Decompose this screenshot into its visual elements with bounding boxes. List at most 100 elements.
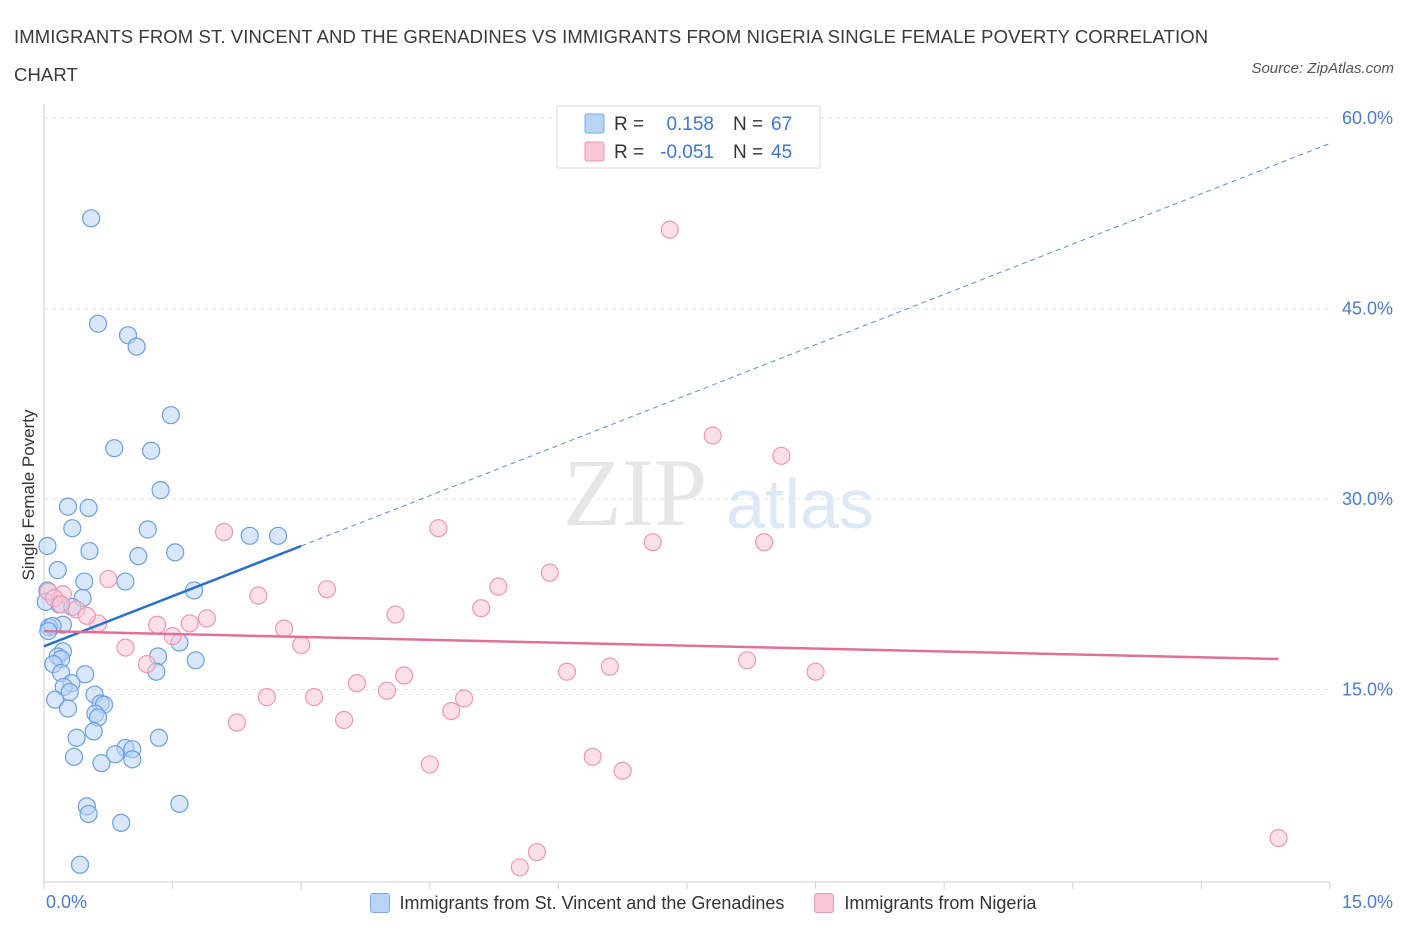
point-series-a — [75, 572, 94, 591]
legend-swatch-b — [814, 893, 835, 913]
x-tick-labels: 0.0% 15.0% — [46, 892, 1393, 912]
watermark-zip: ZIP — [563, 439, 707, 546]
trend-lines — [43, 142, 1331, 661]
legend-swatch-a — [369, 893, 390, 913]
point-series-b — [214, 522, 234, 542]
point-series-a — [129, 547, 148, 566]
axes — [43, 104, 1331, 889]
point-series-a — [138, 520, 157, 539]
point-series-b — [1269, 828, 1288, 848]
y-tick-label: 30.0% — [1342, 489, 1393, 509]
point-series-b — [703, 426, 722, 445]
y-tick-label: 15.0% — [1342, 680, 1393, 700]
trend-line-series-a — [43, 544, 302, 648]
stats-r-value-b: -0.051 — [660, 142, 714, 163]
point-series-b — [527, 842, 547, 862]
point-series-b — [510, 858, 529, 877]
point-series-a — [268, 526, 288, 545]
point-series-b — [394, 666, 414, 685]
legend-label-a: Immigrants from St. Vincent and the Gren… — [399, 892, 785, 913]
point-series-a — [79, 804, 98, 824]
legend-label-b: Immigrants from Nigeria — [844, 892, 1037, 913]
point-series-b — [472, 599, 491, 618]
point-series-b — [180, 614, 199, 633]
stats-n-label-a: N = — [733, 114, 763, 135]
point-series-b — [429, 519, 448, 538]
point-series-b — [116, 638, 135, 657]
point-series-a — [38, 536, 57, 556]
point-series-b — [274, 619, 294, 638]
grid-lines — [44, 117, 1330, 690]
point-series-b — [772, 446, 791, 465]
stats-r-value-a: 0.158 — [666, 114, 714, 135]
point-series-b — [77, 606, 96, 625]
point-series-a — [112, 813, 131, 832]
point-series-a — [161, 406, 180, 425]
point-series-a — [123, 750, 142, 769]
trend-extension-series-a — [301, 142, 1331, 547]
point-series-a — [70, 855, 90, 874]
point-series-b — [304, 688, 324, 707]
point-series-b — [317, 580, 337, 599]
point-series-a — [58, 497, 78, 516]
point-series-a — [186, 651, 205, 670]
point-series-b — [489, 577, 508, 596]
point-series-a — [63, 519, 82, 538]
stats-n-label-b: N = — [733, 142, 763, 163]
watermark-atlas: atlas — [726, 465, 874, 543]
point-series-a — [48, 561, 67, 580]
point-series-a — [79, 498, 98, 517]
point-series-b — [755, 533, 774, 552]
series-b-points — [39, 220, 1288, 877]
point-series-b — [613, 761, 632, 780]
point-series-a — [170, 794, 189, 813]
point-series-b — [386, 605, 405, 624]
point-series-b — [137, 654, 156, 674]
point-series-b — [257, 688, 277, 707]
point-series-b — [737, 651, 757, 670]
point-series-a — [116, 572, 135, 591]
source-label: Source: ZipAtlas.com — [1251, 60, 1394, 77]
stats-legend: R = 0.158 N = 67 R = -0.051 N = 45 — [556, 105, 821, 169]
watermark: ZIP atlas — [563, 439, 874, 546]
stats-r-label-b: R = — [614, 142, 644, 163]
point-series-b — [334, 710, 354, 730]
stats-r-label-a: R = — [614, 114, 644, 135]
legend-item-series-b: Immigrants from Nigeria — [814, 893, 1036, 914]
point-series-b — [197, 609, 216, 628]
point-series-a — [151, 481, 170, 500]
point-series-b — [227, 713, 246, 732]
point-series-a — [142, 441, 161, 460]
point-series-b — [163, 627, 182, 646]
point-series-a — [80, 541, 99, 561]
x-tick-label: 0.0% — [46, 892, 87, 912]
point-series-a — [67, 728, 86, 747]
series-legend: Immigrants from St. Vincent and the Gren… — [0, 888, 1406, 918]
point-series-b — [347, 674, 367, 693]
point-series-a — [106, 745, 125, 764]
point-series-a — [76, 665, 95, 684]
point-series-b — [557, 662, 577, 681]
stats-n-value-a: 67 — [771, 114, 792, 135]
y-tick-label: 60.0% — [1342, 108, 1393, 128]
point-series-b — [454, 689, 474, 708]
point-series-b — [600, 657, 619, 676]
legend-item-series-a: Immigrants from St. Vincent and the Gren… — [369, 892, 785, 914]
y-tick-labels: 15.0% 30.0% 45.0% 60.0% — [1342, 108, 1393, 700]
point-series-a — [127, 337, 146, 356]
point-series-b — [292, 635, 311, 655]
y-tick-label: 45.0% — [1342, 299, 1393, 319]
trend-line-series-b — [43, 629, 1279, 661]
series-a-points — [36, 209, 288, 874]
stats-swatch-b — [584, 141, 605, 162]
point-series-a — [46, 690, 65, 709]
point-series-a — [58, 699, 78, 718]
point-series-b — [99, 569, 118, 589]
point-series-b — [540, 563, 559, 582]
point-series-a — [64, 747, 84, 766]
point-series-a — [240, 526, 259, 545]
point-series-a — [166, 543, 185, 562]
point-series-a — [105, 439, 124, 458]
point-series-a — [92, 754, 111, 773]
